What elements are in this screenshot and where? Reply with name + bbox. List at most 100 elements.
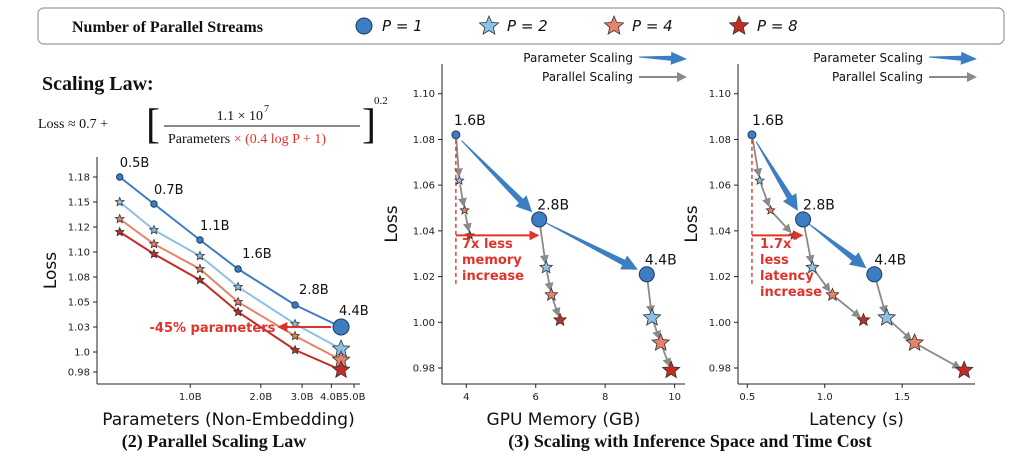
data-point [805, 259, 820, 274]
data-point [289, 344, 301, 355]
parallel-scaling-law-chart: 0.98 1.0 1.03 1.05 1.08 1.10 1.12 1.15 1.18 1.0B 2… [41, 156, 369, 430]
x-tick-label: 6 [533, 392, 539, 403]
parallel-scaling-arrow [802, 223, 815, 265]
data-point [331, 359, 351, 379]
x-tick-label: 2.0B [249, 392, 272, 403]
parallel-scaling-arrow [646, 278, 656, 315]
data-point [651, 332, 671, 351]
legend-bar: Number of Parallel Streams P = 1 P = 2 P =… [37, 7, 1005, 45]
y-tick-label: 1.10 [709, 89, 731, 100]
y-tick-label: 1.0 [74, 348, 90, 359]
x-tick-label: 5.0B [343, 392, 366, 403]
gpu-memory-chart: 0.98 1.00 1.02 1.04 1.06 1.08 1.10 4 6 8 10 GPU Mem… [382, 51, 687, 430]
model-label: 4.4B [874, 252, 906, 268]
formula-numerator: 1.1 × 10 [217, 109, 263, 124]
legend-label-3: P = 4 [632, 17, 673, 35]
data-point [454, 175, 465, 186]
formula-denominator-parallel: × (0.4 log P + 1) [230, 132, 326, 147]
y-tick-label: 0.98 [68, 368, 90, 379]
formula-left-bracket: [ [146, 102, 160, 148]
point-label: 4.4B [339, 304, 369, 319]
x-tick-label: 8 [602, 392, 608, 403]
y-tick-label: 1.00 [709, 318, 731, 329]
y-tick-label: 1.10 [413, 89, 435, 100]
x-tick-label: 10 [668, 392, 681, 403]
data-point [638, 266, 655, 283]
data-point [531, 211, 548, 228]
y-axis-label: Loss [382, 205, 402, 242]
model-label: 1.6B [752, 113, 784, 129]
legend-frame [37, 7, 1005, 45]
data-point [661, 360, 681, 379]
model-label: 1.6B [454, 113, 486, 129]
data-point [234, 265, 242, 273]
parallel-scaling-arrow [751, 138, 763, 178]
data-point [954, 360, 974, 379]
y-tick-label: 1.12 [68, 223, 90, 234]
data-point [332, 318, 350, 336]
data-point [194, 263, 206, 274]
x-tick-label: 3.0B [291, 392, 314, 403]
annotation-text: less [760, 253, 789, 268]
parallel-scaling-arrow [458, 184, 467, 208]
formula-denominator-parameters: Parameters [168, 132, 230, 147]
y-tick-label: 0.98 [413, 364, 435, 375]
parallel-scaling-arrow [889, 319, 913, 341]
annotation-text: latency [760, 269, 814, 284]
legend-marker-1 [355, 17, 373, 35]
x-tick-label: 1.0 [817, 392, 833, 403]
scaling-law-formula: Loss ≈ 0.7 + [ 1.1 × 10 7 Parameters × (… [38, 95, 388, 148]
y-tick-label: 1.06 [413, 181, 435, 192]
formula-outer-exponent: 0.2 [374, 95, 388, 107]
latency-chart: 0.98 1.00 1.02 1.04 1.06 1.08 1.10 0.5 1.0 1.5 Lat… [682, 51, 977, 430]
caption-inference-cost: (3) Scaling with Inference Space and Tim… [508, 431, 872, 452]
data-point [232, 296, 244, 307]
legend-label-1: P = 1 [382, 17, 423, 35]
data-point [825, 287, 840, 301]
data-point [544, 287, 559, 301]
model-label: 4.4B [645, 252, 677, 268]
data-point [114, 226, 125, 237]
data-point [114, 196, 125, 207]
y-tick-label: 1.04 [709, 226, 731, 237]
formula-lhs: Loss ≈ 0.7 + [38, 117, 108, 132]
point-label: 0.5B [120, 156, 150, 171]
x-tick-label: 1.5 [894, 392, 910, 403]
data-point [194, 250, 206, 261]
data-point [754, 175, 765, 186]
x-tick-label: 1.0B [179, 392, 202, 403]
scaling-law-title: Scaling Law: [42, 73, 154, 95]
x-axis-label: Parameters (Non-Embedding) [102, 410, 354, 430]
parallel-scaling-arrow [874, 277, 888, 315]
annotation-text: increase [760, 285, 822, 300]
parameter-scaling-arrow [461, 140, 533, 213]
data-point [795, 211, 812, 228]
data-point [765, 204, 776, 215]
data-point [747, 130, 757, 140]
data-point [856, 312, 871, 327]
legend-thick-arrow [639, 51, 687, 65]
parallel-scaling-arrow [453, 138, 463, 178]
parallel-scaling-arrow [772, 212, 792, 234]
legend-label-2: P = 2 [507, 17, 548, 35]
parallel-scaling-arrow [917, 344, 962, 369]
legend-thick-arrow [929, 51, 977, 65]
parallel-scaling-arrow [462, 214, 472, 233]
model-label: 2.8B [803, 197, 835, 213]
y-tick-label: 1.03 [68, 323, 90, 334]
parameters-reduction-label: -45% parameters [150, 321, 276, 336]
formula-numerator-exponent: 7 [264, 104, 269, 115]
annotation-text: increase [462, 269, 524, 284]
legend-title: Number of Parallel Streams [72, 19, 263, 36]
data-point [150, 200, 158, 208]
data-point [459, 204, 470, 215]
data-point [196, 236, 204, 244]
legend-marker-3 [603, 14, 625, 35]
data-point [538, 259, 554, 274]
x-tick-label: 4 [463, 392, 469, 403]
parallel-scaling-arrow [835, 296, 861, 318]
data-point [291, 301, 299, 309]
formula-right-bracket: ] [362, 102, 376, 148]
parameter-scaling-arrow [809, 223, 867, 269]
data-point [877, 307, 897, 326]
